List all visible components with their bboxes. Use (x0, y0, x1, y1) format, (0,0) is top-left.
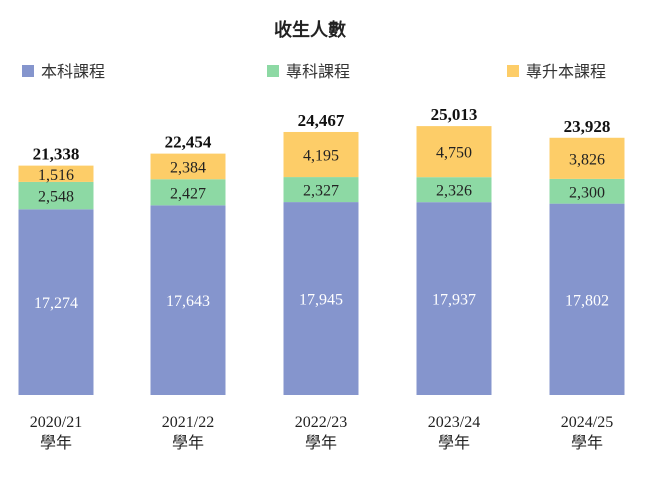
category-suffix-3: 學年 (438, 433, 470, 452)
category-suffix-1: 學年 (172, 433, 204, 452)
chart-title: 收生人數 (274, 19, 346, 41)
legend-label-0: 本科課程 (41, 62, 105, 81)
legend-swatch-0 (22, 65, 34, 77)
bar-segment-1-4 (549, 178, 625, 204)
bar-segment-2-1 (150, 153, 226, 180)
bar-segment-2-3 (416, 126, 492, 178)
category-suffix-4: 學年 (571, 433, 603, 452)
bar-segment-0-4 (549, 203, 625, 395)
category-suffix-2: 學年 (305, 433, 337, 452)
bar-segment-0-1 (150, 205, 226, 395)
bar-segment-1-3 (416, 177, 492, 203)
segment-label-2-1: 2,384 (170, 159, 206, 176)
total-label-3: 25,013 (431, 105, 478, 124)
segment-label-2-2: 4,195 (303, 148, 339, 165)
bar-segment-2-2 (283, 131, 359, 178)
bar-segment-0-3 (416, 202, 492, 395)
category-suffix-0: 學年 (40, 433, 72, 452)
bar-segment-1-1 (150, 179, 226, 206)
bar-group-2024/25: 17,802 2,300 3,826 23,928 (549, 117, 625, 395)
total-label-4: 23,928 (564, 117, 611, 136)
segment-label-2-0: 1,516 (38, 167, 74, 184)
total-label-1: 22,454 (165, 133, 212, 152)
segment-label-1-3: 2,326 (436, 183, 472, 200)
bar-group-2022/23: 17,945 2,327 4,195 24,467 (283, 111, 359, 395)
legend-label-2: 專升本課程 (526, 62, 606, 81)
category-label-3: 2023/24 (428, 414, 480, 431)
category-label-1: 2021/22 (162, 414, 214, 431)
total-label-2: 24,467 (298, 111, 345, 130)
bar-segment-2-4 (549, 137, 625, 179)
legend-swatch-1 (267, 65, 279, 77)
segment-label-0-4: 17,802 (565, 292, 609, 309)
segment-label-1-2: 2,327 (303, 183, 339, 200)
segment-label-2-4: 3,826 (569, 151, 605, 168)
bar-group-2023/24: 17,937 2,326 4,750 25,013 (416, 105, 492, 395)
legend-swatch-2 (507, 65, 519, 77)
bar-group-2021/22: 17,643 2,427 2,384 22,454 (150, 133, 226, 395)
total-label-0: 21,338 (33, 145, 80, 164)
category-label-4: 2024/25 (561, 414, 613, 431)
segment-label-1-4: 2,300 (569, 184, 605, 201)
category-label-2: 2022/23 (295, 414, 347, 431)
bar-segment-1-0 (18, 181, 94, 210)
bar-segment-2-0 (18, 165, 94, 182)
segment-label-0-2: 17,945 (299, 292, 343, 309)
segment-label-0-3: 17,937 (432, 292, 476, 309)
segment-label-0-1: 17,643 (166, 293, 210, 310)
legend-label-1: 專科課程 (286, 62, 350, 81)
segment-label-2-3: 4,750 (436, 145, 472, 162)
bar-group-2020/21: 17,274 2,548 1,516 21,338 (18, 145, 94, 395)
legend: 本科課程 專科課程 專升本課程 (22, 62, 606, 81)
segment-label-1-1: 2,427 (170, 185, 206, 202)
bar-segment-0-0 (18, 209, 94, 395)
bar-segment-1-2 (283, 177, 359, 203)
x-axis: 2020/21 學年 2021/22 學年 2022/23 學年 2023/24 學年 2024… (30, 414, 613, 452)
bars: 17,274 2,548 1,516 21,338 17,643 2,427 2,384 22… (18, 105, 625, 395)
bar-segment-0-2 (283, 202, 359, 395)
segment-label-1-0: 2,548 (38, 189, 74, 206)
category-label-0: 2020/21 (30, 414, 82, 431)
segment-label-0-0: 17,274 (34, 295, 78, 312)
